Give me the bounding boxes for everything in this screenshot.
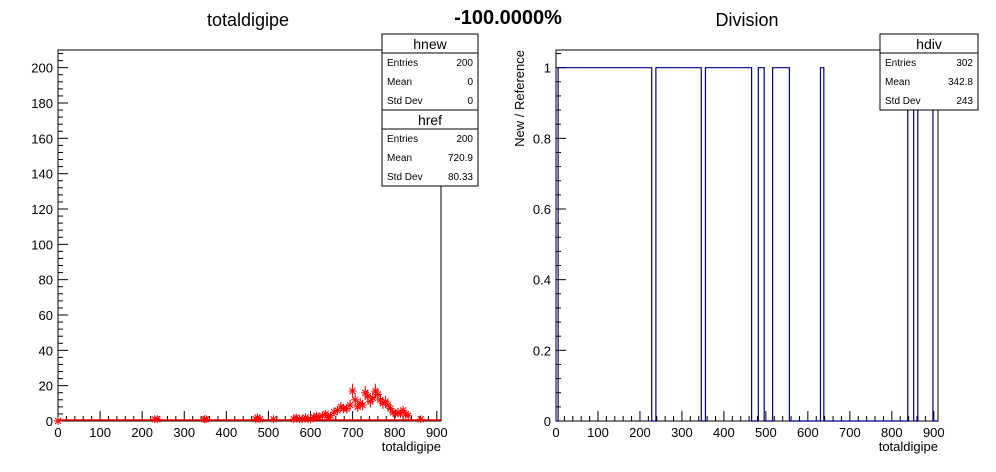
x-tick-label: 100: [587, 425, 609, 440]
y-tick-label: 180: [31, 96, 53, 111]
x-axis-label: totaldigipe: [382, 439, 441, 454]
x-tick-label: 700: [342, 425, 364, 440]
chart-title: totaldigipe: [207, 10, 289, 30]
x-tick-label: 600: [797, 425, 819, 440]
x-tick-label: 800: [384, 425, 406, 440]
stats-row-value: 0: [467, 77, 473, 88]
data-point-href: [54, 417, 62, 425]
stats-row-label: Entries: [387, 58, 418, 69]
stats-row-label: Entries: [387, 134, 418, 145]
stats-box-title: hnew: [413, 36, 447, 52]
y-tick-label: 0.6: [533, 202, 551, 217]
marker-stroke: [54, 417, 62, 425]
y-tick-label: 60: [39, 308, 53, 323]
stats-box-href: [381, 109, 479, 187]
stats-row-value: 200: [456, 58, 473, 69]
plot-frame: [57, 49, 442, 422]
x-tick-label: 900: [923, 425, 945, 440]
stats-row-value: 200: [456, 134, 473, 145]
chart-title: Division: [715, 10, 778, 30]
stats-row-label: Std Dev: [885, 96, 921, 107]
x-tick-label: 100: [89, 425, 111, 440]
plot-frame: [555, 49, 939, 422]
x-tick-label: 600: [300, 425, 322, 440]
stats-row-value: 0: [467, 96, 473, 107]
y-tick-label: 0.2: [533, 343, 551, 358]
x-tick-label: 400: [713, 425, 735, 440]
y-tick-label: 20: [39, 379, 53, 394]
y-tick-label: 0.8: [533, 131, 551, 146]
y-tick-label: 120: [31, 202, 53, 217]
series-hdiv-step: [556, 67, 938, 422]
stats-row-label: Std Dev: [387, 172, 423, 183]
right-panel: Division 0 100 200 300 400 500 600 700 800 900tota…: [512, 10, 979, 454]
stats-row-label: Entries: [885, 58, 916, 69]
stats-row-value: 342.8: [948, 77, 973, 88]
stats-row-value: 720.9: [448, 153, 473, 164]
stats-row-value: 243: [956, 96, 973, 107]
x-axis-label: totaldigipe: [879, 439, 938, 454]
x-tick-label: 700: [839, 425, 861, 440]
stats-row-value: 80.33: [448, 172, 473, 183]
y-tick-label: 1: [544, 61, 551, 76]
stats-box-title: hdiv: [916, 36, 942, 52]
x-tick-label: 300: [671, 425, 693, 440]
x-tick-label: 200: [629, 425, 651, 440]
y-axis-label: New / Reference: [512, 50, 527, 147]
y-tick-label: 40: [39, 343, 53, 358]
y-tick-label: 200: [31, 61, 53, 76]
x-tick-label: 900: [426, 425, 448, 440]
page-title: -100.0000%: [454, 7, 562, 29]
x-tick-label: 200: [131, 425, 153, 440]
y-tick-label: 0: [544, 414, 551, 429]
x-tick-label: 300: [173, 425, 195, 440]
stats-row-label: Mean: [387, 77, 412, 88]
stats-row-label: Mean: [885, 77, 910, 88]
y-tick-label: 100: [31, 237, 53, 252]
x-tick-label: 800: [881, 425, 903, 440]
stats-box-hdiv: [879, 33, 979, 111]
y-tick-label: 0: [46, 414, 53, 429]
stats-row-value: 302: [956, 58, 973, 69]
y-tick-label: 140: [31, 167, 53, 182]
x-tick-label: 0: [552, 425, 559, 440]
x-tick-label: 500: [258, 425, 280, 440]
stats-row-label: Std Dev: [387, 96, 423, 107]
x-tick-label: 0: [54, 425, 61, 440]
y-tick-label: 80: [39, 273, 53, 288]
stats-box-title: href: [418, 112, 442, 128]
y-tick-label: 0.4: [533, 273, 551, 288]
y-tick-label: 160: [31, 131, 53, 146]
x-tick-label: 400: [216, 425, 238, 440]
x-tick-label: 500: [755, 425, 777, 440]
stats-row-label: Mean: [387, 153, 412, 164]
